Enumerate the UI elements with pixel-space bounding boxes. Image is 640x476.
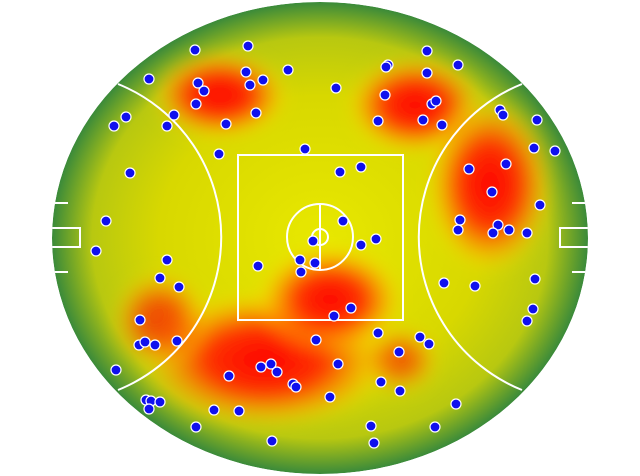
point (250, 107, 262, 119)
point (414, 331, 426, 343)
point (120, 111, 132, 123)
point (154, 396, 166, 408)
point (334, 166, 346, 178)
point (380, 61, 392, 73)
point (421, 67, 433, 79)
point (345, 302, 357, 314)
point (124, 167, 136, 179)
point (370, 233, 382, 245)
point (393, 346, 405, 358)
point (143, 73, 155, 85)
point (375, 376, 387, 388)
point (299, 143, 311, 155)
point (143, 403, 155, 415)
point (252, 260, 264, 272)
point (429, 421, 441, 433)
point (452, 59, 464, 71)
point (309, 257, 321, 269)
point (295, 266, 307, 278)
point (372, 327, 384, 339)
point (190, 98, 202, 110)
field (52, 2, 588, 474)
point (90, 245, 102, 257)
point (497, 109, 509, 121)
point (549, 145, 561, 157)
point (503, 224, 515, 236)
point (394, 385, 406, 397)
point (110, 364, 122, 376)
point (372, 115, 384, 127)
point (379, 89, 391, 101)
point (244, 79, 256, 91)
point (310, 334, 322, 346)
point (430, 95, 442, 107)
point (527, 303, 539, 315)
point (500, 158, 512, 170)
point (330, 82, 342, 94)
point (452, 224, 464, 236)
point (171, 335, 183, 347)
point (161, 120, 173, 132)
point (531, 114, 543, 126)
point (192, 77, 204, 89)
point (190, 421, 202, 433)
point (463, 163, 475, 175)
point (240, 66, 252, 78)
point (233, 405, 245, 417)
point (271, 366, 283, 378)
point (355, 239, 367, 251)
point (290, 381, 302, 393)
point (454, 214, 466, 226)
points (90, 40, 561, 449)
point (417, 114, 429, 126)
point (220, 118, 232, 130)
point (324, 391, 336, 403)
point (423, 338, 435, 350)
point (450, 398, 462, 410)
point (438, 277, 450, 289)
point (332, 358, 344, 370)
point (294, 254, 306, 266)
point (337, 215, 349, 227)
point (154, 272, 166, 284)
point (208, 404, 220, 416)
point (528, 142, 540, 154)
point (368, 437, 380, 449)
point (173, 281, 185, 293)
point (529, 273, 541, 285)
point (189, 44, 201, 56)
point (198, 85, 210, 97)
point (213, 148, 225, 160)
point (307, 235, 319, 247)
point (328, 310, 340, 322)
point (436, 119, 448, 131)
point (242, 40, 254, 52)
point (421, 45, 433, 57)
point (134, 314, 146, 326)
point (255, 361, 267, 373)
point (355, 161, 367, 173)
point (521, 227, 533, 239)
point (486, 186, 498, 198)
point (365, 420, 377, 432)
point (282, 64, 294, 76)
point (161, 254, 173, 266)
point (257, 74, 269, 86)
point (534, 199, 546, 211)
point (469, 280, 481, 292)
point (149, 339, 161, 351)
point (265, 358, 277, 370)
point (100, 215, 112, 227)
point (168, 109, 180, 121)
point (266, 435, 278, 447)
point (139, 336, 151, 348)
point (108, 120, 120, 132)
point (521, 315, 533, 327)
point (223, 370, 235, 382)
point (492, 219, 504, 231)
point (487, 227, 499, 239)
